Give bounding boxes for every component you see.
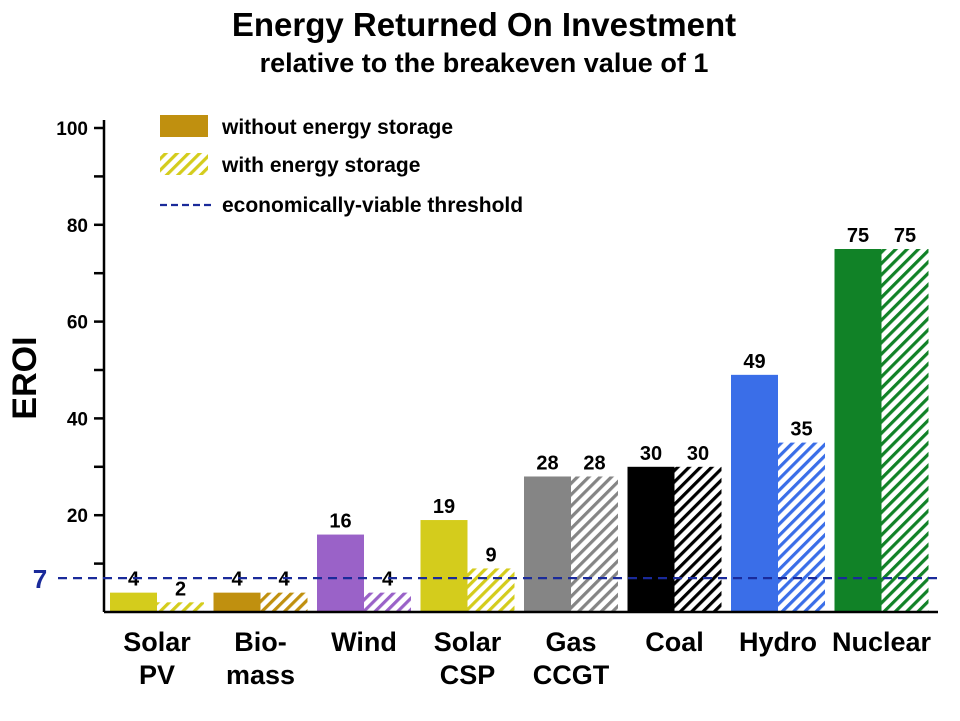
category-label: Hydro — [739, 627, 817, 657]
legend-swatch-without-storage — [160, 115, 208, 137]
bar-without-storage — [317, 534, 364, 612]
data-label: 75 — [847, 225, 869, 247]
y-tick-label: 60 — [67, 313, 88, 334]
bar-without-storage — [213, 592, 261, 612]
category-label: Coal — [645, 627, 704, 657]
y-tick-label: 100 — [56, 119, 88, 140]
bar-without-storage — [524, 476, 571, 612]
category-label: Gas CCGT — [533, 627, 610, 690]
data-label: 30 — [640, 443, 662, 465]
category-label: Solar PV — [123, 627, 191, 690]
y-tick-label: 40 — [67, 409, 88, 430]
bar-with-storage — [467, 568, 515, 612]
data-label: 28 — [583, 452, 605, 474]
category-label: Nuclear — [832, 627, 932, 657]
legend-label-threshold: economically-viable threshold — [222, 194, 523, 217]
data-label: 28 — [536, 452, 558, 474]
bar-with-storage — [157, 602, 204, 612]
category-label: Bio-mass — [226, 627, 295, 690]
data-label: 2 — [175, 578, 186, 600]
chart-title: Energy Returned On Investment — [232, 6, 736, 43]
value-label-group: 4 2 4 4 16 4 19 9 28 28 30 30 49 35 75 75 — [128, 225, 916, 600]
bar-without-storage — [627, 466, 675, 612]
data-label: 4 — [128, 569, 140, 591]
bar-without-storage — [731, 374, 778, 612]
y-tick-label: 20 — [67, 506, 88, 527]
y-tick-label: 80 — [67, 216, 88, 237]
bar-with-storage — [881, 249, 929, 612]
data-label: 49 — [743, 351, 765, 373]
threshold-label: 7 — [33, 564, 47, 594]
y-axis-label: EROI — [6, 336, 44, 419]
bar-with-storage — [364, 592, 411, 612]
legend-swatch-with-storage — [160, 153, 208, 175]
y-tick-group: 20 40 60 80 100 — [56, 119, 104, 565]
data-label: 9 — [485, 544, 496, 566]
bar-group — [110, 249, 929, 612]
category-label: Wind — [331, 627, 397, 657]
bar-without-storage — [110, 592, 157, 612]
data-label: 75 — [894, 225, 916, 247]
bar-without-storage — [420, 520, 468, 612]
bar-without-storage — [834, 249, 882, 612]
legend-label-without-storage: without energy storage — [221, 116, 453, 139]
bar-with-storage — [674, 466, 722, 612]
category-label-group: Solar PV Bio-mass Wind Solar CSP Gas CCGT Coal Hy… — [123, 627, 931, 690]
legend: without energy storage with energy stora… — [160, 115, 523, 217]
bar-with-storage — [778, 442, 825, 612]
chart-subtitle: relative to the breakeven value of 1 — [260, 48, 709, 78]
data-label: 4 — [278, 569, 290, 591]
bar-with-storage — [260, 592, 308, 612]
data-label: 4 — [382, 569, 394, 591]
data-label: 4 — [231, 569, 243, 591]
data-label: 19 — [433, 496, 455, 518]
bar-with-storage — [571, 476, 618, 612]
data-label: 16 — [329, 511, 351, 533]
category-label: Solar CSP — [434, 627, 502, 690]
data-label: 30 — [687, 443, 709, 465]
legend-label-with-storage: with energy storage — [221, 154, 420, 177]
data-label: 35 — [790, 419, 812, 441]
